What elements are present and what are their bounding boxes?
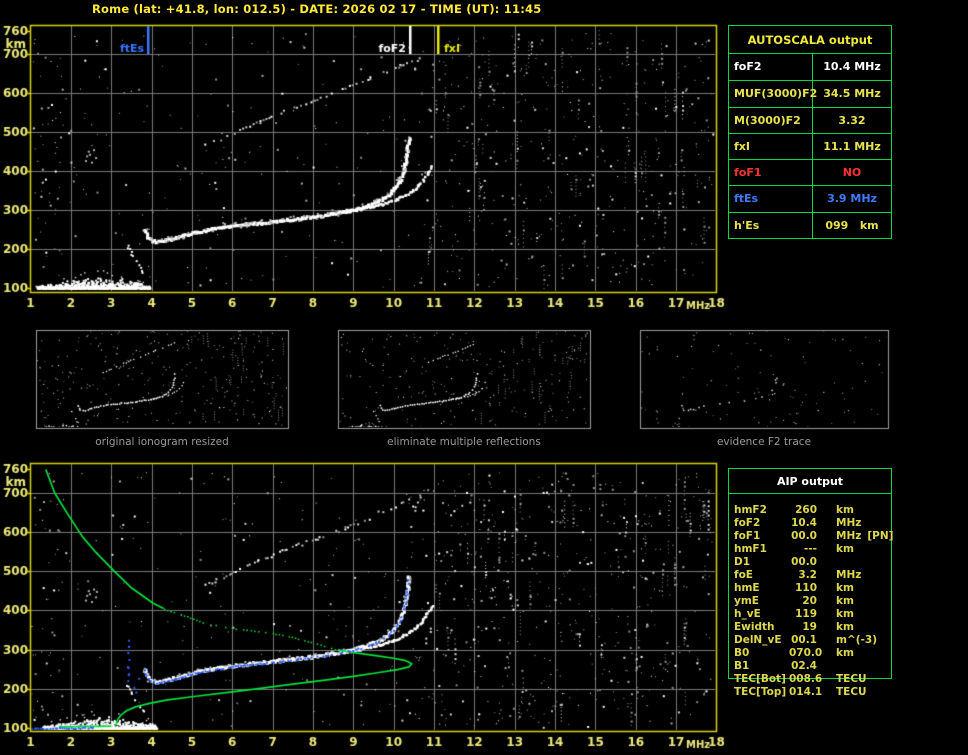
aip-row-B1: B1 02.4 [729,660,891,673]
aip-unit: km [836,608,854,620]
aip-unit: MHz [836,569,862,581]
parameter-label: ftEs [729,186,813,212]
autoscala-output-table: AUTOSCALA output foF2 10.4 MHz MUF(3000)F2… [728,25,892,239]
aip-label: foE [734,569,753,581]
autoscala-row-ftEs: ftEs 3.9 MHz [729,185,891,212]
aip-value: 260 [795,504,817,516]
aip-value: 110 [795,582,817,594]
aip-row-hmF1: hmF1 --- km [729,543,891,556]
thumbnail-caption-eliminate: eliminate multiple reflections [387,436,541,448]
aip-row-foE: foE 3.2 MHz [729,569,891,582]
parameter-value: 099 km [825,218,879,232]
aip-unit: km [836,621,854,633]
aip-row-hmE: hmE 110 km [729,582,891,595]
autoscala-row-M3000F2: M(3000)F2 3.32 [729,106,891,133]
parameter-label: h'Es [729,212,813,238]
parameter-label: foF1 [729,160,813,186]
aip-unit: m^(-3) [836,634,878,646]
aip-label: DelN_vE [734,634,782,646]
aip-label: hmF1 [734,543,767,555]
aip-row-foF2: foF2 10.4 MHz [729,517,891,530]
aip-label: B0 [734,647,750,659]
aip-row-D1: D1 00.0 [729,556,891,569]
aip-unit: MHz [836,517,862,529]
aip-label: hmF2 [734,504,767,516]
aip-unit: TECU [836,686,867,698]
parameter-value: NO [842,166,862,180]
autoscala-row-foF2: foF2 10.4 MHz [729,54,891,81]
aip-label: foF2 [734,517,761,529]
aip-value: 3.2 [798,569,817,581]
station-title: Rome (lat: +41.8, lon: 012.5) - DATE: 20… [92,2,542,16]
parameter-label: fxI [729,133,813,160]
aip-value: 19 [802,621,817,633]
parameter-value: 3.9 MHz [827,192,877,206]
aip-value: 10.4 [791,517,817,529]
aip-label: B1 [734,660,750,672]
aip-row-Ewidth: Ewidth 19 km [729,621,891,634]
aip-value: 20 [802,595,817,607]
aip-row-B0: B0 070.0 km [729,647,891,660]
parameter-label: MUF(3000)F2 [729,81,817,107]
autoscala-row-hEs: h'Es 099 km [729,211,891,238]
autoscala-table-title: AUTOSCALA output [729,26,891,54]
aip-value: 008.6 [789,673,823,685]
autoscala-row-foF1: foF1 NO [729,159,891,186]
aip-table-title: AIP output [729,469,891,494]
aip-unit: km [836,647,854,659]
aip-label: hmE [734,582,760,594]
aip-value: 014.1 [789,686,823,698]
aip-value: 070.0 [789,647,823,659]
aip-output-table: AIP output hmF2 260 km foF2 10.4 MHz foF1 00.0 M… [728,468,893,698]
aip-unit: km [836,595,854,607]
aip-value: 02.4 [791,660,817,672]
autoscala-row-fxI: fxI 11.1 MHz [729,132,891,160]
aip-label: ymE [734,595,759,607]
aip-label: TEC[Top] [734,686,787,698]
aip-unit: MHz [836,530,862,542]
aip-value: 00.1 [791,634,817,646]
aip-unit: km [836,582,854,594]
aip-row-ymE: ymE 20 km [729,595,891,608]
thumbnail-caption-original: original ionogram resized [95,436,229,448]
autoscala-row-MUF3000F2: MUF(3000)F2 34.5 MHz [729,80,891,107]
aip-row-hvE: h_vE 119 km [729,608,891,621]
aip-row-TECTop: TEC[Top] 014.1 TECU [729,686,891,699]
aip-label: Ewidth [734,621,775,633]
aip-row-foF1: foF1 00.0 MHz [PN] [729,530,894,543]
autoscala-table-rows: foF2 10.4 MHz MUF(3000)F2 34.5 MHz M(3000)F2… [729,54,891,238]
aip-label: TEC[Bot] [734,673,786,685]
parameter-label: foF2 [729,54,813,81]
parameter-value: 3.32 [838,113,866,127]
aip-value: 119 [795,608,817,620]
aip-table-rows: hmF2 260 km foF2 10.4 MHz foF1 00.0 MHz [PN] hmF1 -… [729,504,894,699]
aip-note: [PN] [867,530,894,542]
parameter-value: 11.1 MHz [823,139,881,153]
aip-row-TECBot: TEC[Bot] 008.6 TECU [729,673,891,686]
aip-value: --- [803,543,817,555]
aip-unit: TECU [836,673,867,685]
aip-value: 00.0 [791,556,817,568]
aip-unit: km [836,543,854,555]
aip-label: foF1 [734,530,761,542]
thumbnail-caption-evidence: evidence F2 trace [716,436,812,448]
aip-label: h_vE [734,608,761,620]
aip-value: 00.0 [791,530,817,542]
aip-row-DelNvE: DelN_vE 00.1 m^(-3) [729,634,891,647]
aip-row-hmF2: hmF2 260 km [729,504,891,517]
parameter-value: 10.4 MHz [823,60,881,73]
aip-unit: km [836,504,854,516]
parameter-label: M(3000)F2 [729,107,813,133]
aip-label: D1 [734,556,751,568]
parameter-value: 34.5 MHz [823,87,881,101]
